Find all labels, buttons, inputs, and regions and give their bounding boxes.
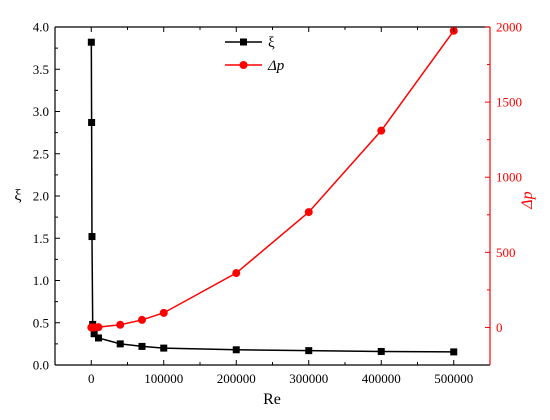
- x-tick-label: 200000: [217, 371, 256, 386]
- y-right-axis-title: Δp: [519, 191, 536, 209]
- data-point-dp: [304, 208, 313, 217]
- data-point-xi: [305, 347, 313, 355]
- x-tick-label: 300000: [289, 371, 328, 386]
- x-tick-label: 400000: [362, 371, 401, 386]
- axis-ticks: 0 100000 200000 300000 400000 500000 0.0 0.5 1.0…: [33, 20, 522, 387]
- data-point-xi: [88, 118, 96, 126]
- y-right-tick-label: 1000: [496, 170, 522, 185]
- legend-xi-label: ξ: [268, 35, 275, 51]
- data-point-xi: [377, 347, 385, 355]
- y-left-tick-label: 1.5: [33, 231, 49, 246]
- data-point-xi: [232, 346, 240, 354]
- series-lines: [90, 30, 455, 353]
- y-left-tick-label: 4.0: [33, 20, 49, 35]
- x-tick-label: 500000: [434, 371, 473, 386]
- y-right-tick-label: 2000: [496, 20, 522, 35]
- y-right-tick-label: 0: [496, 320, 503, 335]
- y-left-tick-label: 2.0: [33, 189, 49, 204]
- y-left-tick-label: 3.0: [33, 104, 49, 119]
- data-point-xi: [450, 348, 458, 356]
- plot-frame: [54, 26, 491, 366]
- data-point-dp: [116, 320, 125, 329]
- data-point-xi: [88, 233, 96, 241]
- data-point-xi: [116, 340, 124, 348]
- y-left-tick-label: 0.5: [33, 315, 49, 330]
- data-point-xi: [160, 344, 168, 352]
- y-left-tick-label: 1.0: [33, 273, 49, 288]
- data-point-xi: [95, 334, 102, 342]
- legend-dp-label: Δp: [267, 58, 285, 74]
- legend: ξ Δp: [225, 35, 285, 74]
- series-line-dp: [91, 30, 455, 329]
- data-point-xi: [138, 342, 146, 350]
- y-right-tick-label: 1500: [496, 95, 522, 110]
- data-point-dp: [94, 323, 103, 332]
- data-point-xi: [90, 330, 98, 338]
- data-point-dp: [377, 126, 386, 135]
- data-point-dp: [159, 308, 168, 317]
- legend-xi-marker: [240, 38, 247, 46]
- legend-dp-marker: [239, 61, 248, 69]
- x-tick-label: 100000: [144, 371, 183, 386]
- data-point-dp: [232, 269, 241, 278]
- x-tick-label: 0: [88, 371, 95, 386]
- data-point-xi: [87, 38, 95, 46]
- series-markers: [87, 26, 458, 356]
- y-left-axis-title: ξ: [14, 187, 21, 204]
- y-left-tick-label: 3.5: [33, 62, 49, 77]
- y-left-tick-label: 2.5: [33, 146, 49, 161]
- x-axis-title: Re: [263, 391, 281, 408]
- data-point-dp: [138, 315, 146, 324]
- series-line-xi: [90, 42, 454, 353]
- y-left-tick-label: 0.0: [33, 358, 49, 373]
- y-right-tick-label: 500: [496, 245, 516, 260]
